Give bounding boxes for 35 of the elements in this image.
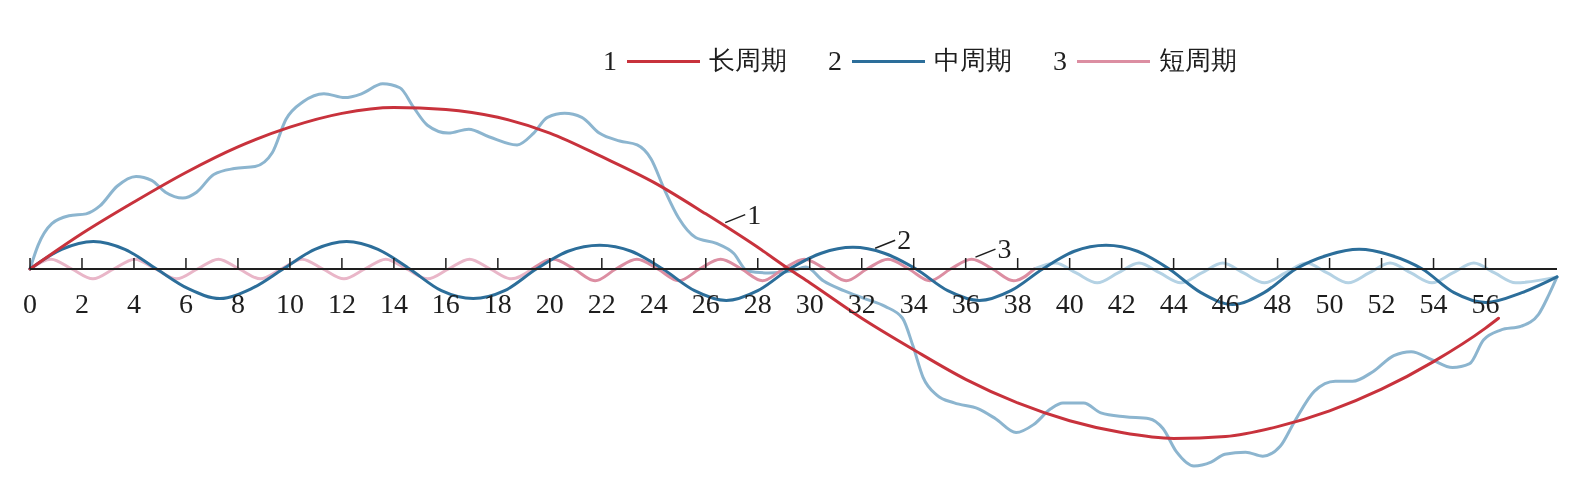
x-tick-label: 30 [795, 287, 824, 319]
x-tick-label: 44 [1159, 287, 1188, 319]
x-tick-label: 0 [23, 287, 37, 319]
text: 1 [603, 44, 617, 78]
legend-label: 短周期 [1159, 45, 1237, 77]
text: 2 [828, 44, 842, 78]
x-tick-label: 6 [178, 287, 193, 319]
x-tick-label: 4 [126, 287, 141, 319]
x-tick-label: 28 [743, 287, 772, 319]
annotation: 1 [747, 198, 762, 230]
x-tick-label: 10 [275, 287, 304, 319]
x-tick-label: 34 [899, 287, 928, 319]
x-tick-label: 40 [1055, 287, 1084, 319]
x-tick-label: 22 [587, 287, 616, 319]
x-tick-label: 18 [483, 287, 512, 319]
x-tick-label: 20 [535, 287, 564, 319]
x-tick-label: 52 [1367, 287, 1396, 319]
x-tick-label: 42 [1107, 287, 1136, 319]
x-tick-label: 26 [691, 287, 720, 319]
x-tick-label: 54 [1419, 287, 1448, 319]
x-tick-label: 14 [379, 287, 408, 319]
text: 3 [1053, 44, 1067, 78]
annotation: 3 [997, 233, 1012, 265]
x-tick-label: 38 [1003, 287, 1032, 319]
x-tick-label: 16 [431, 287, 460, 319]
legend-label: 长周期 [709, 45, 787, 77]
x-tick-label: 50 [1315, 287, 1344, 319]
x-tick-label: 8 [230, 287, 245, 319]
annotation: 2 [897, 224, 912, 256]
x-tick-label: 48 [1263, 287, 1292, 319]
x-tick-label: 32 [847, 287, 876, 319]
x-tick-label: 2 [74, 287, 89, 319]
x-tick-label: 12 [327, 287, 356, 319]
x-tick-label: 24 [639, 287, 668, 319]
legend-label: 中周期 [934, 45, 1012, 77]
